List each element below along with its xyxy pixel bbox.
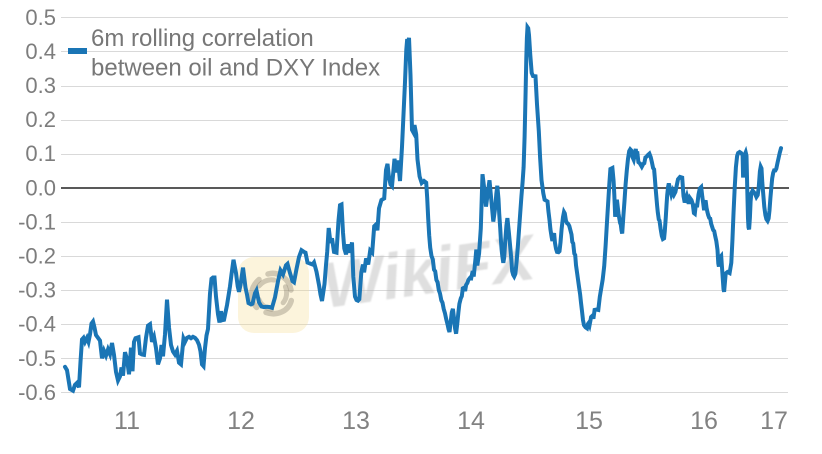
svg-text:0.5: 0.5 [25,5,56,30]
svg-text:14: 14 [457,407,485,435]
svg-text:-0.3: -0.3 [18,278,56,303]
svg-text:0.1: 0.1 [25,141,56,166]
svg-text:0.4: 0.4 [25,39,56,64]
svg-text:0.0: 0.0 [25,175,56,200]
svg-text:17: 17 [760,407,788,435]
svg-text:11: 11 [114,407,140,435]
svg-text:-0.5: -0.5 [18,346,56,371]
svg-text:-0.1: -0.1 [18,209,56,234]
svg-text:between oil and DXY Index: between oil and DXY Index [91,55,380,82]
svg-text:6m rolling correlation: 6m rolling correlation [91,25,314,52]
svg-text:-0.6: -0.6 [18,380,56,405]
svg-text:0.3: 0.3 [25,73,56,98]
svg-text:15: 15 [575,407,603,435]
svg-text:12: 12 [227,407,255,435]
svg-text:16: 16 [690,407,718,435]
svg-text:13: 13 [342,407,370,435]
svg-text:-0.4: -0.4 [18,312,56,337]
svg-text:-0.2: -0.2 [18,244,56,269]
svg-text:0.2: 0.2 [25,107,56,132]
